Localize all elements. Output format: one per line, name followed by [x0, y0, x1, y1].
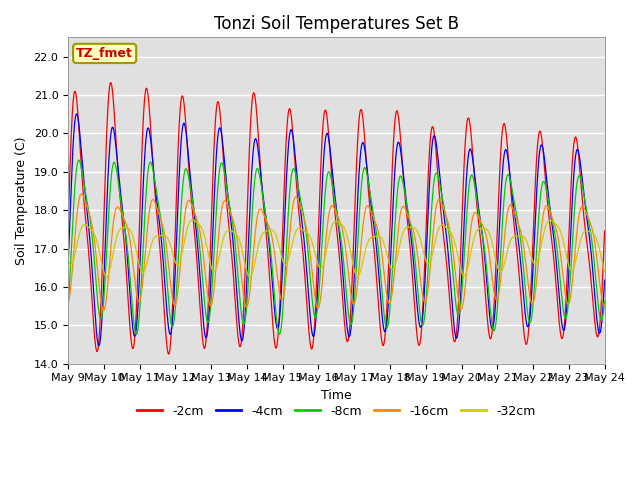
-32cm [64, 258, 72, 264]
-4cm [304, 279, 312, 285]
-16cm [292, 194, 300, 200]
-16cm [100, 308, 108, 313]
Line: -4cm: -4cm [68, 114, 605, 346]
-2cm [371, 247, 378, 252]
-2cm [292, 181, 300, 187]
-8cm [132, 332, 140, 337]
Y-axis label: Soil Temperature (C): Soil Temperature (C) [15, 136, 28, 265]
-2cm [314, 262, 321, 268]
-32cm [601, 268, 609, 274]
-4cm [314, 295, 321, 301]
-16cm [64, 300, 72, 306]
-2cm [107, 80, 115, 85]
-4cm [64, 261, 72, 266]
-16cm [601, 302, 609, 308]
-32cm [371, 234, 378, 240]
-8cm [371, 215, 378, 221]
-4cm [106, 135, 114, 141]
-32cm [127, 229, 135, 235]
-32cm [106, 267, 113, 273]
Text: TZ_fmet: TZ_fmet [76, 47, 133, 60]
-32cm [246, 274, 254, 280]
-8cm [292, 175, 300, 180]
-8cm [75, 157, 83, 163]
-4cm [601, 277, 609, 283]
-2cm [601, 228, 609, 234]
-4cm [292, 168, 300, 173]
-2cm [304, 312, 312, 317]
-8cm [64, 304, 72, 310]
X-axis label: Time: Time [321, 389, 352, 402]
Legend: -2cm, -4cm, -8cm, -16cm, -32cm: -2cm, -4cm, -8cm, -16cm, -32cm [132, 400, 541, 423]
Line: -16cm: -16cm [68, 194, 605, 311]
-32cm [304, 230, 312, 236]
-2cm [128, 343, 136, 348]
-4cm [95, 343, 103, 348]
-8cm [128, 298, 136, 304]
-16cm [314, 305, 321, 311]
-16cm [106, 251, 114, 256]
-16cm [77, 191, 85, 197]
-8cm [314, 308, 321, 313]
Line: -2cm: -2cm [68, 83, 605, 354]
Line: -8cm: -8cm [68, 160, 605, 335]
-8cm [304, 243, 312, 249]
-32cm [314, 259, 321, 265]
-8cm [601, 298, 609, 304]
-4cm [371, 224, 378, 230]
-2cm [165, 351, 173, 357]
-2cm [106, 83, 113, 89]
-16cm [371, 216, 378, 222]
-32cm [292, 228, 300, 233]
Line: -32cm: -32cm [68, 220, 605, 277]
-8cm [106, 190, 114, 195]
-4cm [129, 320, 136, 326]
Title: Tonzi Soil Temperatures Set B: Tonzi Soil Temperatures Set B [214, 15, 459, 33]
-32cm [189, 217, 196, 223]
-16cm [129, 254, 136, 260]
-2cm [64, 221, 72, 227]
-16cm [304, 231, 312, 237]
-4cm [73, 111, 81, 117]
